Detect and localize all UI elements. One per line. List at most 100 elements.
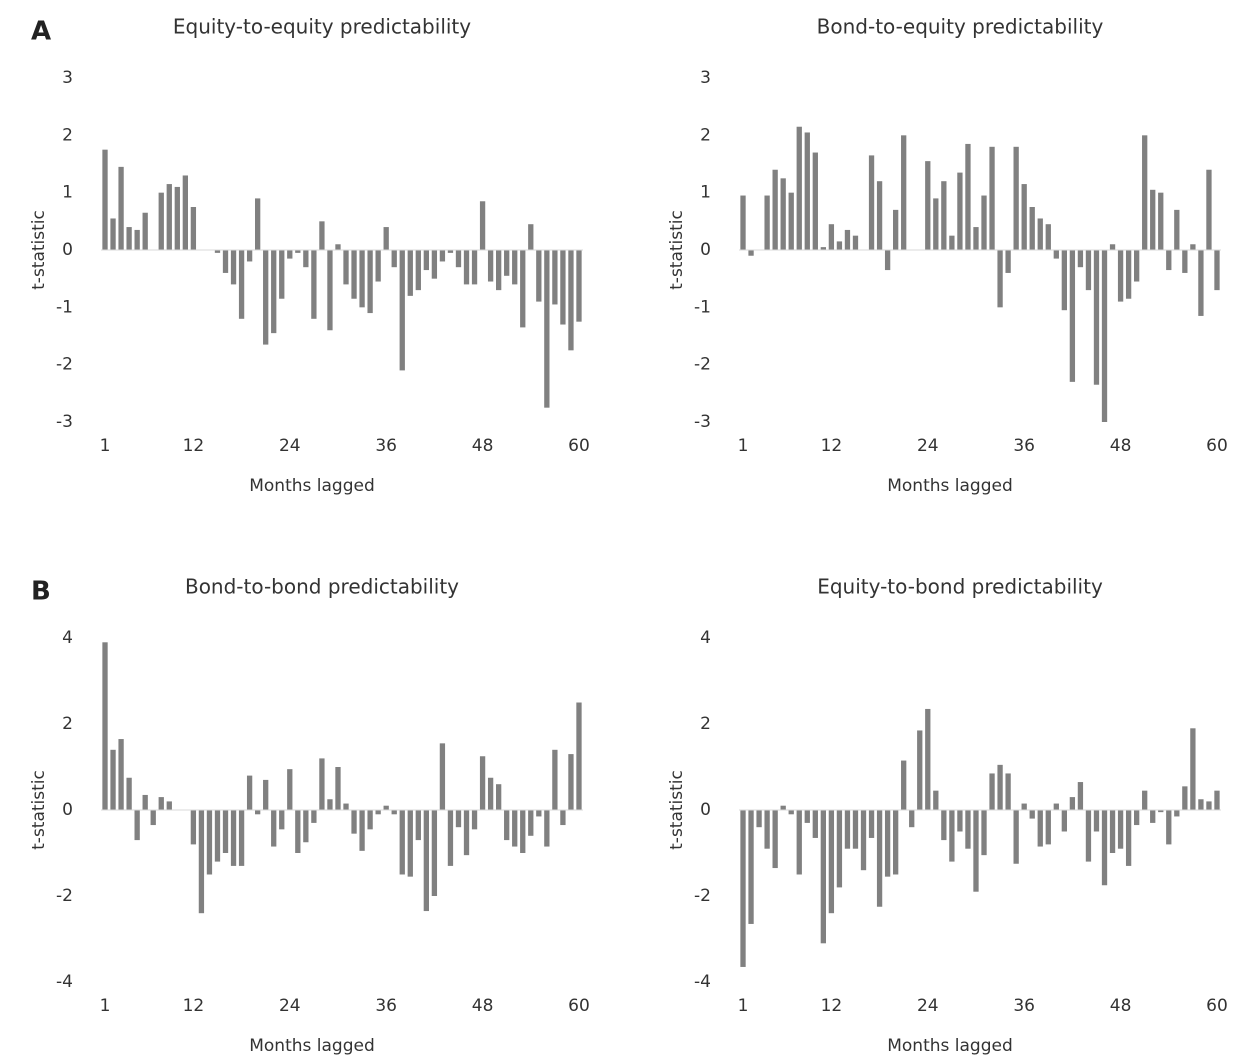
bar xyxy=(973,810,979,892)
bar xyxy=(351,810,357,834)
y-tick-label: 0 xyxy=(62,800,73,820)
y-axis-label: t-statistic xyxy=(667,210,687,290)
bar xyxy=(110,218,116,250)
x-tick-label: 36 xyxy=(1013,436,1035,456)
bar xyxy=(828,810,835,914)
bar xyxy=(319,221,325,250)
bar xyxy=(142,794,148,810)
bar xyxy=(756,810,762,828)
bar xyxy=(1029,810,1035,819)
bar xyxy=(1206,801,1212,810)
bar xyxy=(1198,250,1204,316)
bar xyxy=(925,708,931,810)
y-tick-label: 1 xyxy=(700,183,711,203)
x-tick-label: 1 xyxy=(738,996,749,1016)
bar xyxy=(1085,810,1092,862)
bar xyxy=(415,810,421,841)
bar xyxy=(423,250,430,271)
bar xyxy=(391,250,397,268)
bar xyxy=(1190,728,1196,810)
x-axis-label: Months lagged xyxy=(249,476,375,496)
bar xyxy=(576,250,582,322)
y-tick-label: 0 xyxy=(62,240,73,260)
bar xyxy=(1142,135,1148,250)
bar xyxy=(1125,250,1132,299)
bar xyxy=(544,810,550,847)
bar xyxy=(820,247,827,250)
bar xyxy=(479,201,486,250)
bar xyxy=(359,810,365,851)
bar xyxy=(1117,810,1124,849)
bar xyxy=(287,769,293,810)
bar xyxy=(222,810,229,853)
bar xyxy=(134,229,140,250)
y-tick-label: 3 xyxy=(62,68,73,88)
bar xyxy=(884,810,891,877)
x-tick-label: 60 xyxy=(568,996,590,1016)
bar xyxy=(1133,250,1140,282)
bar xyxy=(246,250,253,262)
bar xyxy=(1061,810,1068,832)
bar xyxy=(319,758,325,810)
x-tick-label: 24 xyxy=(917,436,939,456)
bar xyxy=(238,250,245,319)
y-tick-label: 0 xyxy=(700,240,711,260)
bar xyxy=(552,749,558,810)
x-tick-label: 12 xyxy=(821,996,843,1016)
bar xyxy=(1013,146,1019,250)
bar xyxy=(1085,250,1092,291)
bar xyxy=(230,250,237,285)
bar xyxy=(1109,244,1116,250)
bar xyxy=(375,250,381,282)
bar xyxy=(933,198,939,250)
bar xyxy=(836,810,843,888)
bar xyxy=(860,810,867,871)
bar xyxy=(335,767,341,810)
bar xyxy=(892,209,899,250)
bar xyxy=(279,810,285,830)
y-tick-label: 1 xyxy=(62,183,73,203)
x-tick-label: 36 xyxy=(1013,996,1035,1016)
bar xyxy=(1037,218,1043,250)
y-tick-label: 3 xyxy=(700,68,711,88)
bar xyxy=(1101,810,1108,886)
bar xyxy=(118,739,124,810)
bar xyxy=(1214,250,1220,291)
bar xyxy=(576,702,582,810)
bar xyxy=(949,810,955,862)
x-axis-label: Months lagged xyxy=(887,1036,1013,1056)
bar xyxy=(1158,810,1164,813)
bar xyxy=(520,810,526,853)
chart-title: Bond-to-bond predictability xyxy=(185,575,459,599)
bar xyxy=(431,810,438,896)
bar xyxy=(965,810,971,849)
bar xyxy=(206,810,213,875)
bar xyxy=(804,132,810,250)
bar xyxy=(1150,189,1156,250)
x-tick-label: 60 xyxy=(1206,436,1228,456)
bar xyxy=(1109,810,1116,853)
bar xyxy=(796,810,802,875)
bar xyxy=(1053,250,1059,259)
bar xyxy=(439,743,446,810)
bar xyxy=(190,810,197,845)
bar xyxy=(812,152,818,250)
bar xyxy=(102,149,108,250)
bar xyxy=(303,250,309,268)
bar xyxy=(536,250,542,302)
bar xyxy=(126,227,132,250)
y-axis-label: t-statistic xyxy=(667,770,687,850)
bar xyxy=(351,250,357,299)
bar xyxy=(1069,250,1076,382)
bar xyxy=(748,250,754,256)
bar xyxy=(1005,773,1011,810)
x-tick-label: 48 xyxy=(1110,996,1132,1016)
bar xyxy=(327,799,333,810)
y-tick-label: -2 xyxy=(56,355,73,375)
bar xyxy=(303,810,309,843)
bar xyxy=(512,810,518,847)
bar xyxy=(343,803,349,810)
bar xyxy=(1166,250,1172,271)
y-axis-label: t-statistic xyxy=(29,770,49,850)
